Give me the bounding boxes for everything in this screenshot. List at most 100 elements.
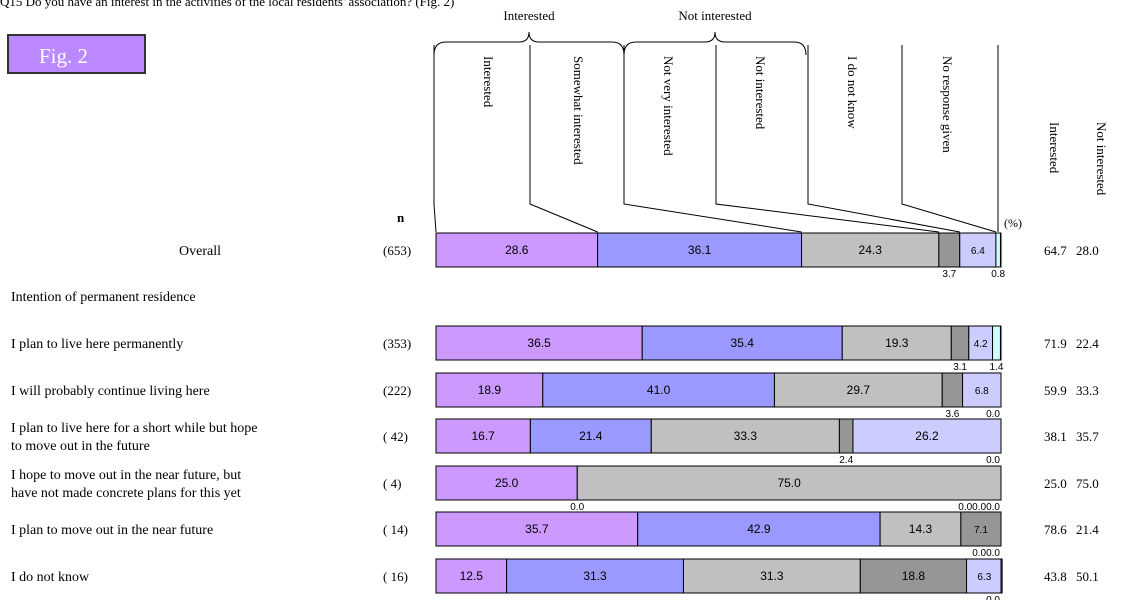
summary-not-interested-1: 22.4	[1076, 336, 1099, 351]
bar-segment-2-2	[773, 372, 943, 408]
group-brace-1	[623, 31, 807, 56]
legend-leader-1	[529, 198, 598, 233]
group-label-0: Interested	[503, 8, 555, 23]
legend-label-0: Interested	[481, 56, 496, 108]
summary-not-interested-5: 21.4	[1076, 522, 1099, 537]
row-n-5: ( 14)	[383, 522, 408, 537]
bar-value-0-1: 36.1	[688, 243, 712, 257]
legend-leader-3	[715, 198, 939, 233]
bar-value-end-4: 0.00.00.0	[958, 502, 1000, 513]
group-label-1: Not interested	[678, 8, 752, 23]
bar-value-0-3: 3.7	[942, 269, 956, 280]
bar-segment-1-1	[641, 325, 843, 361]
bar-segment-6-0	[435, 558, 508, 594]
bar-value-6-0: 12.5	[460, 569, 484, 583]
bar-value-3-3: 2.4	[839, 455, 853, 466]
bar-segment-3-2	[650, 418, 840, 454]
bar-value-4-0: 25.0	[495, 476, 519, 490]
bar-segment-0-5	[995, 232, 1001, 268]
summary-not-interested-0: 28.0	[1076, 243, 1099, 258]
bar-segment-0-3	[938, 232, 961, 268]
bar-segment-1-3	[950, 325, 970, 361]
bar-value-5-1: 42.9	[747, 522, 771, 536]
bar-segment-1-5	[992, 325, 1001, 361]
bar-value-2-1: 41.0	[647, 383, 671, 397]
bar-value-end-5: 0.00.0	[972, 548, 1000, 559]
bar-value-1-1: 35.4	[731, 336, 755, 350]
bar-value-5-2: 14.3	[909, 522, 933, 536]
summary-interested-2: 59.9	[1044, 383, 1067, 398]
row-label-6: I do not know	[11, 570, 90, 585]
row-n-3: ( 42)	[383, 429, 408, 444]
summary-not-interested-6: 50.1	[1076, 569, 1099, 584]
bar-value-2-4: 6.8	[975, 386, 989, 397]
summary-header-not-interested: Not interested	[1094, 122, 1109, 196]
bar-value-6-1: 31.3	[583, 569, 607, 583]
bar-outline-3	[435, 418, 1002, 454]
bar-segment-3-3	[838, 418, 854, 454]
bar-value-1-5: 1.4	[990, 362, 1004, 373]
bar-segment-0-4	[959, 232, 997, 268]
bar-outline-2	[435, 372, 1002, 408]
bar-segment-2-1	[542, 372, 775, 408]
bar-value-3-4: 26.2	[915, 429, 939, 443]
row-label-5: I plan to move out in the near future	[11, 523, 213, 538]
legend-leader-4	[807, 198, 960, 233]
row-n-0: (653)	[383, 243, 411, 258]
bar-value-6-3: 18.8	[902, 569, 926, 583]
bar-value-2-2: 29.7	[847, 383, 871, 397]
summary-not-interested-3: 35.7	[1076, 429, 1099, 444]
bar-segment-6-1	[506, 558, 684, 594]
bar-value-6-2: 31.3	[760, 569, 784, 583]
bar-value-0-5: 0.8	[991, 269, 1005, 280]
bar-segment-0-2	[801, 232, 940, 268]
summary-interested-6: 43.8	[1044, 569, 1067, 584]
row-label-4-line-0: I hope to move out in the near future, b…	[11, 468, 241, 483]
bar-value-1-4: 4.2	[974, 339, 988, 350]
bar-outline-5	[435, 511, 1002, 547]
n-label: n	[397, 210, 405, 225]
bar-segment-2-3	[941, 372, 964, 408]
bar-segment-4-2	[576, 465, 1002, 501]
row-n-1: (353)	[383, 336, 411, 351]
bar-value-4-2: 75.0	[777, 476, 801, 490]
bar-value-3-1: 21.4	[579, 429, 603, 443]
bar-value-2-0: 18.9	[478, 383, 502, 397]
bar-value-3-2: 33.3	[734, 429, 758, 443]
bar-value-1-0: 36.5	[527, 336, 551, 350]
bar-value-3-0: 16.7	[471, 429, 495, 443]
bar-outline-1	[435, 325, 1002, 361]
summary-interested-3: 38.1	[1044, 429, 1067, 444]
row-label-1: I plan to live here permanently	[11, 337, 183, 352]
summary-interested-1: 71.9	[1044, 336, 1067, 351]
bar-segment-3-1	[529, 418, 652, 454]
group-brace-0	[433, 31, 625, 56]
bar-value-6-4: 6.3	[977, 572, 991, 583]
bar-outline-0	[435, 232, 1002, 268]
section-label: Intention of permanent residence	[11, 290, 196, 305]
bar-value-4-1: 0.0	[570, 502, 584, 513]
bar-value-1-3: 3.1	[953, 362, 967, 373]
row-n-4: ( 4)	[383, 476, 401, 491]
percent-label: (%)	[1004, 216, 1022, 230]
bar-segment-5-1	[637, 511, 881, 547]
bar-value-0-0: 28.6	[505, 243, 529, 257]
bar-segment-2-0	[435, 372, 544, 408]
row-label-3-line-1: to move out in the future	[11, 439, 150, 454]
legend-label-4: I do not know	[845, 56, 860, 129]
summary-interested-4: 25.0	[1044, 476, 1067, 491]
bar-value-5-3: 7.1	[974, 525, 988, 536]
bar-segment-2-4	[962, 372, 1002, 408]
legend-label-5: No response given	[940, 56, 955, 153]
bar-value-0-4: 6.4	[971, 246, 985, 257]
legend-leader-5	[901, 198, 997, 233]
row-n-2: (222)	[383, 383, 411, 398]
row-n-6: ( 16)	[383, 569, 408, 584]
bar-value-2-3: 3.6	[945, 409, 959, 420]
bar-value-end-6: 0.0	[986, 595, 1000, 600]
bar-value-end-2: 0.0	[986, 409, 1000, 420]
bar-value-1-2: 19.3	[885, 336, 909, 350]
bar-segment-3-4	[852, 418, 1002, 454]
legend-label-3: Not interested	[753, 56, 768, 130]
